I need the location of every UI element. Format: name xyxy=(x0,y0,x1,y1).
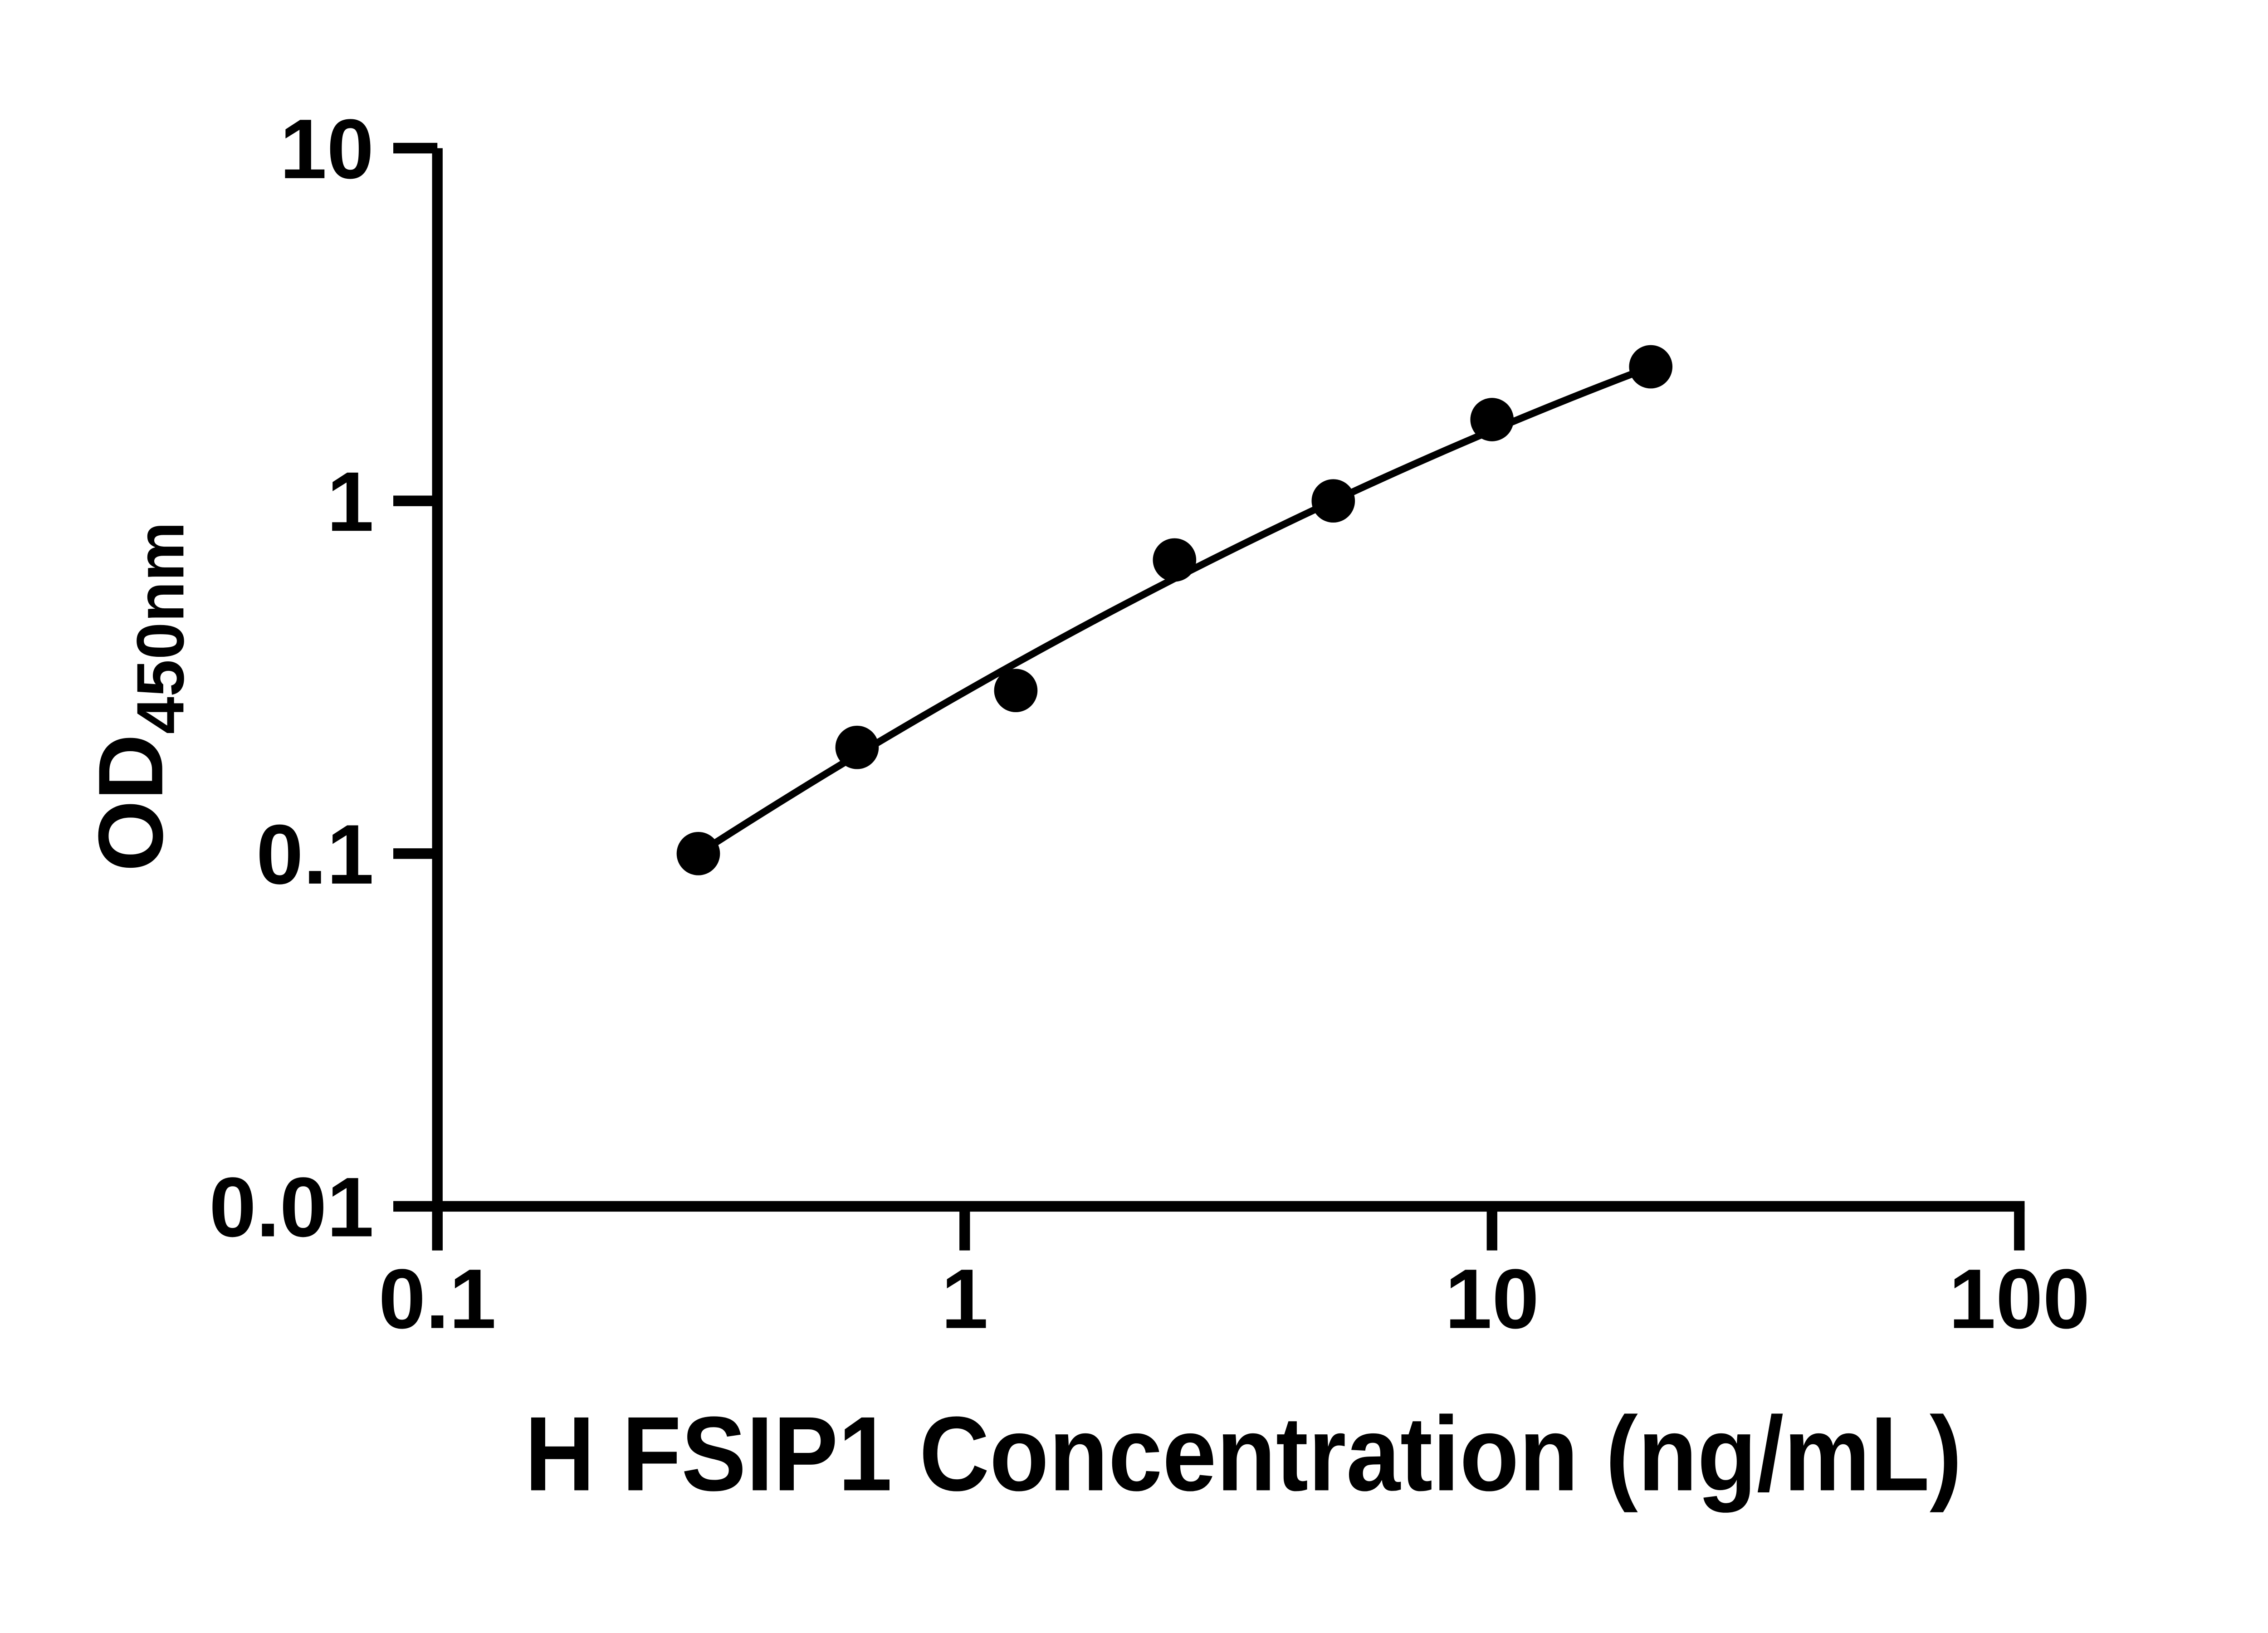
y-axis-title-main: OD xyxy=(79,734,182,871)
x-tick-label-0.1: 0.1 xyxy=(379,1252,496,1346)
y-axis-title: OD450nm xyxy=(79,522,198,871)
axis-ticks xyxy=(393,142,2025,1251)
data-points xyxy=(676,345,1673,875)
x-tick-label-100: 100 xyxy=(1949,1252,2090,1346)
data-point-4 xyxy=(1153,538,1197,582)
fit-curve xyxy=(694,363,1655,857)
y-tick-label-1: 1 xyxy=(327,454,374,549)
data-point-7 xyxy=(1629,345,1673,389)
data-point-2 xyxy=(835,725,879,769)
y-axis-title-subscript: 450nm xyxy=(123,522,198,734)
y-tick-label-0.1: 0.1 xyxy=(256,807,374,902)
data-point-3 xyxy=(994,669,1038,713)
data-point-6 xyxy=(1470,398,1514,441)
plot-area xyxy=(676,345,1673,875)
y-tick-label-0.01: 0.01 xyxy=(209,1160,374,1255)
x-axis-title: H FSIP1 Concentration (ng/mL) xyxy=(525,1395,1962,1513)
axes xyxy=(432,148,2025,1251)
x-tick-label-10: 10 xyxy=(1445,1252,1539,1346)
y-tick-label-10: 10 xyxy=(280,102,374,196)
elisa-standard-curve-figure: 0.1 1 10 100 10 1 0.1 0.01 H FSIP1 Concentratio… xyxy=(79,101,2090,1513)
data-point-5 xyxy=(1311,479,1355,523)
x-tick-label-1: 1 xyxy=(941,1252,988,1346)
data-point-1 xyxy=(676,831,720,875)
